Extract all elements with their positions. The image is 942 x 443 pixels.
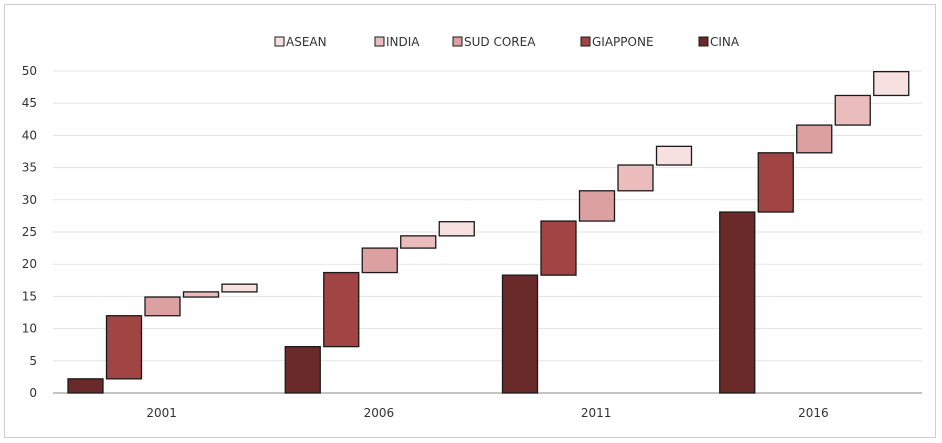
- y-tick-label: 0: [29, 386, 37, 400]
- x-tick-label: 2016: [798, 406, 829, 420]
- bar-giappone-2011: [540, 220, 577, 276]
- legend-label-cina: CINA: [710, 35, 740, 49]
- x-tick-label: 2011: [581, 406, 612, 420]
- bar-asean-2016: [873, 70, 910, 97]
- legend-swatch-giappone: [580, 36, 591, 47]
- bar-sud-corea-2011: [578, 190, 616, 222]
- bar-asean-2011: [655, 145, 693, 166]
- y-tick-label: 5: [29, 354, 37, 368]
- y-tick-label: 40: [22, 128, 37, 142]
- bar-sud-corea-2001: [144, 296, 181, 317]
- y-axis: 0 5 10 15 20 25 30 35 40 45 50: [22, 64, 37, 400]
- legend-label-sud-corea: SUD COREA: [464, 35, 536, 49]
- bar-india-2011: [617, 164, 654, 192]
- bar-giappone-2001: [105, 315, 143, 380]
- legend-label-asean: ASEAN: [286, 35, 327, 49]
- waterfall-chart: 0 5 10 15 20 25 30 35 40 45 50 2001 2006 2011 2016 AS…: [22, 35, 922, 420]
- chart-frame: 0 5 10 15 20 25 30 35 40 45 50 2001 2006 2011 2016 AS…: [4, 4, 936, 438]
- bar-cina-2016: [719, 211, 756, 394]
- bar-giappone-2016: [757, 152, 794, 213]
- bar-sud-corea-2016: [796, 124, 833, 154]
- legend-swatch-india: [374, 36, 385, 47]
- bar-asean-2001: [221, 283, 258, 293]
- legend-label-giappone: GIAPPONE: [592, 35, 654, 49]
- y-tick-label: 20: [22, 257, 37, 271]
- bar-sud-corea-2006: [361, 247, 398, 274]
- legend: ASEAN INDIA SUD COREA GIAPPONE CINA: [274, 35, 740, 49]
- x-tick-label: 2006: [364, 406, 395, 420]
- x-axis: 2001 2006 2011 2016: [146, 406, 828, 420]
- y-tick-label: 10: [22, 322, 37, 336]
- x-tick-label: 2001: [146, 406, 177, 420]
- bar-india-2006: [400, 235, 437, 249]
- y-tick-label: 15: [22, 289, 37, 303]
- bar-cina-2011: [501, 274, 539, 394]
- bar-cina-2006: [284, 345, 321, 394]
- bar-india-2001: [182, 291, 220, 298]
- bar-asean-2006: [438, 221, 475, 237]
- legend-swatch-asean: [274, 36, 285, 47]
- y-tick-label: 30: [22, 193, 37, 207]
- legend-swatch-sud-corea: [452, 36, 463, 47]
- bar-giappone-2006: [323, 271, 360, 348]
- y-tick-label: 35: [22, 161, 37, 175]
- bar-india-2016: [834, 94, 871, 126]
- gridlines: [53, 70, 922, 394]
- bar-cina-2001: [67, 378, 104, 394]
- bars: [67, 70, 910, 394]
- legend-label-india: INDIA: [386, 35, 420, 49]
- y-tick-label: 25: [22, 225, 37, 239]
- legend-swatch-cina: [698, 36, 709, 47]
- y-tick-label: 45: [22, 96, 37, 110]
- y-tick-label: 50: [22, 64, 37, 78]
